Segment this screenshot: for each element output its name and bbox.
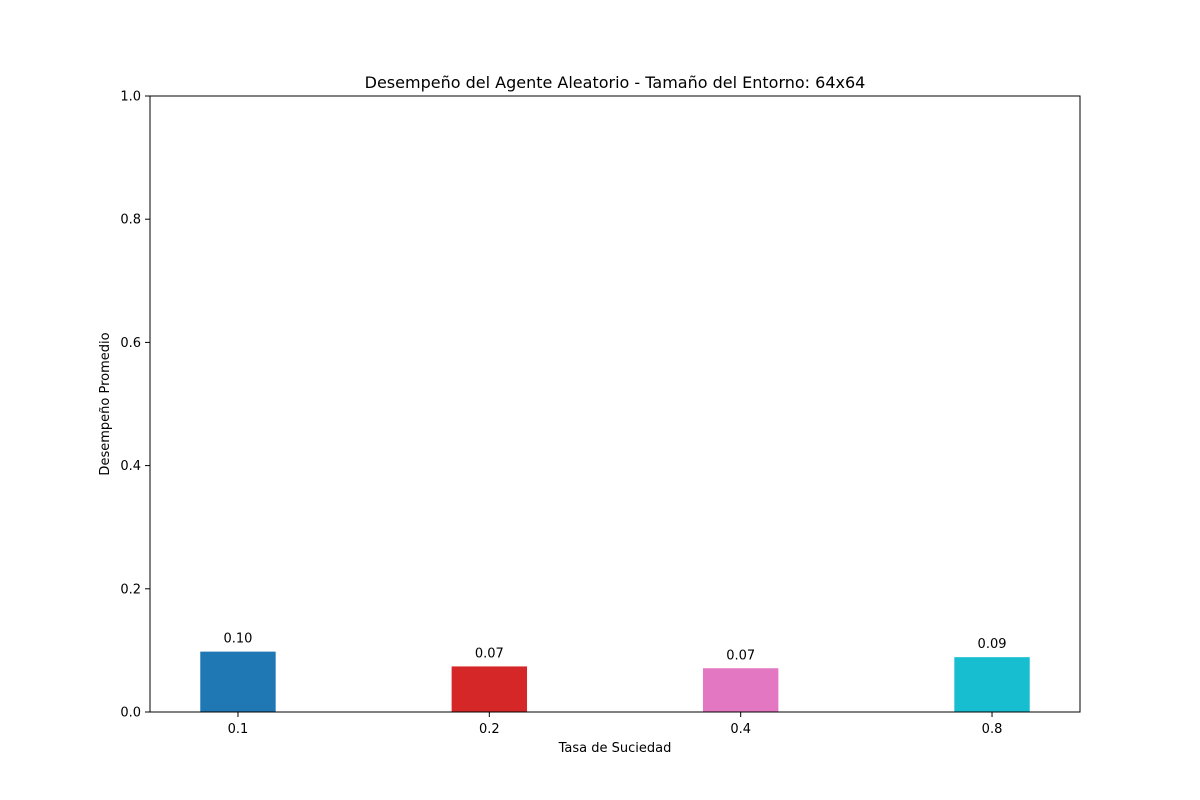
- y-tick-label: 1.0: [120, 90, 141, 105]
- y-tick-label: 0.0: [120, 706, 141, 721]
- bar-0.8: [954, 657, 1030, 712]
- bar-0.1: [200, 651, 276, 712]
- x-axis-title: Tasa de Suciedad: [558, 741, 672, 756]
- bar-value-label: 0.10: [223, 632, 252, 647]
- y-axis: 0.0 0.2 0.4 0.6 0.8 1.0: [120, 90, 150, 721]
- bar-0.2: [451, 666, 528, 712]
- bars-group: 0.10 0.07 0.07 0.09: [200, 632, 1030, 712]
- y-tick-label: 0.8: [120, 213, 141, 228]
- y-axis-title: Desempeño Promedio: [98, 332, 113, 475]
- bar-0.4: [702, 668, 779, 712]
- chart-title: Desempeño del Agente Aleatorio - Tamaño …: [365, 73, 866, 92]
- plot-frame: [149, 95, 1081, 713]
- x-tick-label: 0.8: [982, 722, 1003, 737]
- x-tick-label: 0.1: [228, 722, 249, 737]
- y-tick-label: 0.2: [120, 582, 141, 597]
- y-tick-label: 0.4: [120, 459, 141, 474]
- x-tick-label: 0.4: [730, 722, 751, 737]
- x-tick-label: 0.2: [479, 722, 500, 737]
- bar-value-label: 0.07: [475, 646, 504, 661]
- y-tick-label: 0.6: [120, 336, 141, 351]
- x-axis: 0.1 0.2 0.4 0.8: [228, 712, 1003, 737]
- bar-value-label: 0.07: [726, 648, 755, 663]
- bar-value-label: 0.09: [978, 637, 1007, 652]
